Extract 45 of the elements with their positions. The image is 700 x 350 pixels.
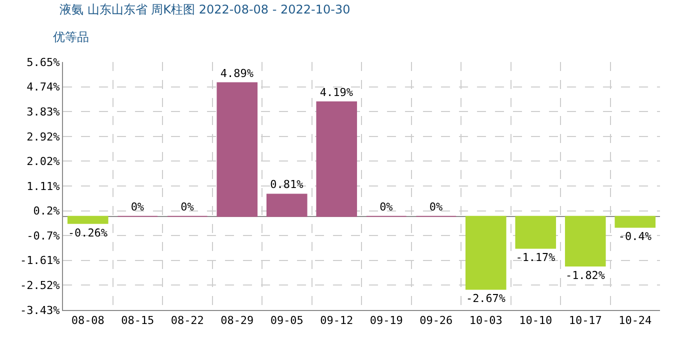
data-label: 4.19% xyxy=(320,86,354,99)
bar xyxy=(515,216,556,249)
bar xyxy=(266,194,308,217)
y-tick-label: -1.61% xyxy=(20,254,60,268)
y-tick-label: 3.83% xyxy=(26,106,60,119)
bar xyxy=(465,216,506,290)
data-label: -0.4% xyxy=(618,230,652,244)
x-tick-label: 08-22 xyxy=(170,314,204,328)
x-tick-label: 09-12 xyxy=(320,314,354,328)
x-tick-label: 08-29 xyxy=(220,314,254,328)
y-tick-label: -3.43% xyxy=(20,304,60,317)
data-label: -0.26% xyxy=(68,226,108,240)
x-tick-label: 10-10 xyxy=(519,314,552,328)
x-tick-label: 08-08 xyxy=(71,314,104,328)
x-tick-label: 08-15 xyxy=(121,314,154,328)
bar xyxy=(67,216,108,224)
chart-title: 液氨 山东山东省 周K柱图 2022-08-08 - 2022-10-30 xyxy=(60,2,350,17)
bar xyxy=(316,101,358,217)
data-label: -1.82% xyxy=(565,268,606,282)
bar xyxy=(564,216,606,267)
data-label: 0% xyxy=(380,200,394,214)
data-label: 0% xyxy=(180,200,194,214)
data-label: 0% xyxy=(130,200,144,214)
x-tick-label: 10-17 xyxy=(568,314,602,328)
y-tick-label: 1.11% xyxy=(26,180,60,193)
x-tick-label: 09-26 xyxy=(420,314,453,328)
data-label: -2.67% xyxy=(466,292,506,306)
y-tick-label: 0.2% xyxy=(33,204,60,218)
bar xyxy=(216,82,258,217)
bar xyxy=(614,216,656,228)
x-tick-label: 10-24 xyxy=(618,314,652,328)
y-tick-label: -0.7% xyxy=(26,229,60,242)
y-tick-label: 2.02% xyxy=(26,155,60,168)
y-tick-label: 5.65% xyxy=(26,56,60,69)
y-tick-label: -2.52% xyxy=(20,279,60,292)
x-tick-label: 09-19 xyxy=(370,314,403,328)
x-tick-label: 09-05 xyxy=(270,314,304,328)
data-label: 4.89% xyxy=(220,66,254,80)
y-tick-label: 2.92% xyxy=(26,130,60,144)
y-tick-label: 4.74% xyxy=(26,80,60,94)
data-label: 0% xyxy=(429,200,443,214)
data-label: -1.17% xyxy=(516,251,556,264)
x-tick-label: 10-03 xyxy=(469,314,502,328)
data-label: 0.81% xyxy=(270,178,304,192)
chart-subtitle: 优等品 xyxy=(53,30,89,44)
